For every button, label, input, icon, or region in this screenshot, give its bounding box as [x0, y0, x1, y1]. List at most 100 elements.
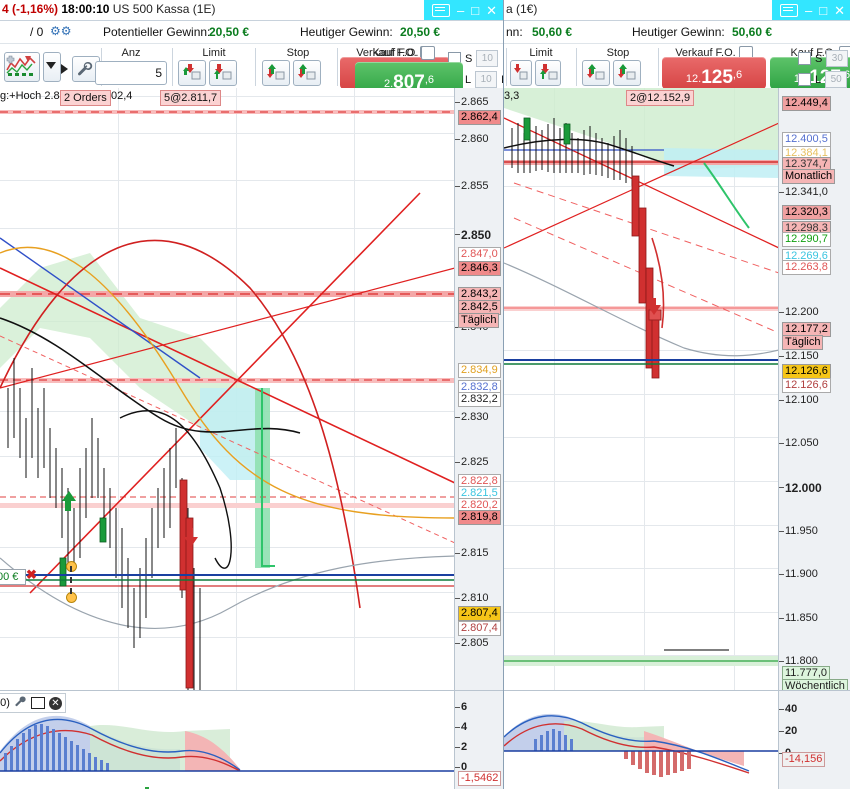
axis-tickmark	[455, 462, 460, 463]
axis-price-label[interactable]: Monatlich	[782, 169, 836, 184]
stop-points-input[interactable]: 10	[476, 50, 499, 67]
expand-right-icon[interactable]	[61, 64, 69, 77]
stop-sell-button-right[interactable]	[582, 60, 610, 86]
axis-tickmark	[779, 661, 784, 662]
quantity-input[interactable]: 5	[95, 61, 167, 85]
axis-tickmark	[455, 234, 460, 235]
limit-points-input-right[interactable]: 50	[825, 71, 848, 88]
maximize-button[interactable]: □	[819, 2, 828, 18]
keyboard-icon[interactable]	[432, 3, 450, 17]
axis-price-label[interactable]: Täglich	[458, 313, 500, 328]
limit-checkbox-right[interactable]	[798, 73, 811, 86]
axis-tickmark	[455, 186, 460, 187]
indicator-axis-right[interactable]: 40200 -14,156	[778, 690, 850, 789]
minimize-button[interactable]: –	[457, 2, 465, 18]
position-badge-left[interactable]: 5@2.811,7	[160, 90, 222, 106]
axis-price-label[interactable]: 11.777,0	[782, 666, 831, 681]
price-chart-right[interactable]: 3,3 2@12.152,9 12.341,0 12.200 12.150 12.10…	[504, 88, 850, 694]
stop-sell-button[interactable]	[262, 60, 290, 86]
stop-buy-button[interactable]	[293, 60, 321, 86]
chevron-down-icon[interactable]	[43, 52, 61, 82]
axis-price-label[interactable]: 2.832,2	[458, 392, 501, 407]
axis-tick-label: 12.100	[785, 394, 819, 406]
minimize-button[interactable]: –	[805, 2, 813, 18]
axis-tickmark	[455, 327, 460, 328]
add-indicator-icon[interactable]	[4, 52, 40, 82]
price-axis-right[interactable]: 12.341,0 12.200 12.150 12.100 12.050 12.000 11…	[778, 88, 850, 694]
axis-price-label[interactable]: 2.834,9	[458, 363, 501, 378]
indicator-tick-label: 4	[461, 721, 468, 733]
indicator-value-left: -1,5462	[458, 771, 502, 786]
gear-icon[interactable]: ⚙⚙	[50, 24, 72, 38]
price-chart-left[interactable]: 00 € ✖ g:+Hoch 2.842 Tief 2.802,4 2 Orde…	[0, 88, 503, 690]
axis-price-label[interactable]: 2.862,4	[458, 110, 501, 125]
axis-tickmark	[455, 139, 460, 140]
stop-buy-button-right[interactable]	[613, 60, 641, 86]
axis-price-label[interactable]: 12.263,8	[782, 260, 831, 275]
stop-checkbox-right[interactable]	[798, 52, 811, 65]
axis-tick-label: 2.865	[461, 96, 489, 108]
indicator-pane-right[interactable]: 40200 -14,156	[504, 690, 850, 789]
maximize-button[interactable]: □	[471, 2, 480, 18]
limit-sell-button-right[interactable]	[510, 60, 532, 86]
limit-buy-button[interactable]	[209, 60, 237, 86]
info-icon[interactable]: i	[421, 46, 436, 61]
axis-price-label[interactable]: 12.126,6	[782, 364, 831, 379]
close-button[interactable]: ✕	[834, 2, 845, 18]
axis-price-label[interactable]: 2.842,5	[458, 300, 501, 315]
axis-tickmark	[455, 598, 460, 599]
axis-price-label[interactable]: 2.847,0	[458, 247, 501, 262]
axis-price-label[interactable]: 2.807,4	[458, 621, 501, 636]
axis-tickmark	[455, 727, 460, 728]
sell-price-button-right[interactable]: 12. 125 ,6	[662, 57, 766, 89]
indicator-axis-left[interactable]: 6 4 2 0 -1,5462	[454, 690, 503, 789]
close-icon[interactable]: ✕	[48, 696, 62, 710]
indicator-tick-label: 2	[461, 741, 468, 753]
info-row-right: nn: 50,60 € Heutiger Gewinn: 50,60 €	[504, 21, 850, 44]
limit-sell-button[interactable]	[178, 60, 206, 86]
potential-gain-value-right: 50,60 €	[532, 25, 573, 39]
price-plot-right[interactable]: 3,3 2@12.152,9	[504, 88, 779, 690]
stop-points-input-right[interactable]: 30	[826, 50, 849, 67]
window-icon[interactable]	[30, 697, 45, 709]
axis-tick-label: 2.825	[461, 456, 489, 468]
axis-price-label[interactable]: 12.126,6	[782, 378, 831, 393]
close-order-icon[interactable]: ✖	[26, 567, 37, 582]
axis-tick-label: 12.000	[785, 481, 822, 495]
sell-label-right: Verkauf F.O.	[675, 47, 736, 59]
indicator-pane-left[interactable]: nd indikator 3 Orders ,9 60) ✕ 6 4 2 0 -1,5…	[0, 690, 503, 789]
quantity-label: Anz	[121, 47, 141, 59]
today-gain-label: Heutiger Gewinn:	[300, 25, 393, 39]
axis-price-label[interactable]: 2.832,8	[458, 380, 501, 395]
wrench-icon[interactable]	[14, 695, 27, 711]
axis-tick-label: 11.800	[785, 655, 818, 667]
limit-points-input[interactable]: 10	[475, 71, 498, 88]
limit-buy-button-right[interactable]	[535, 60, 561, 86]
axis-price-label[interactable]: 12.320,3	[782, 205, 831, 220]
indicator-plot-left[interactable]: nd indikator 3 Orders ,9 60) ✕	[0, 690, 455, 789]
axis-price-label[interactable]: 2.843,2	[458, 287, 501, 302]
axis-price-label[interactable]: 12.449,4	[782, 96, 831, 111]
price-plot-left[interactable]: 00 € ✖ g:+Hoch 2.842 Tief 2.802,4 2 Orde…	[0, 88, 455, 690]
axis-price-label[interactable]: Täglich	[782, 335, 824, 350]
price-axis-left[interactable]: 2.8652.8602.8552.8502.8402.8302.8252.815…	[454, 88, 503, 690]
axis-tick-label: 2.810	[461, 592, 489, 604]
close-button[interactable]: ✕	[486, 2, 497, 18]
axis-tickmark	[779, 312, 784, 313]
axis-price-label[interactable]: 12.400,5	[782, 132, 831, 147]
axis-price-label[interactable]: 2.807,4	[458, 606, 501, 621]
indicator-plot-right[interactable]	[504, 690, 779, 789]
orders-badge-left[interactable]: 2 Orders	[60, 90, 111, 106]
axis-price-label[interactable]: 2.819,8	[458, 510, 501, 525]
axis-price-label[interactable]: 12.290,7	[782, 232, 831, 247]
keyboard-icon[interactable]	[780, 3, 798, 17]
indicator-controls-left[interactable]: 60) ✕	[0, 693, 66, 713]
axis-tick-label: 12.150	[785, 350, 819, 362]
axis-tick-label: 2.860	[461, 133, 489, 145]
axis-tickmark	[779, 192, 784, 193]
axis-tick-label: 11.900	[785, 568, 818, 580]
order-value-label[interactable]: 00 €	[0, 569, 26, 585]
position-badge-right[interactable]: 2@12.152,9	[626, 90, 695, 106]
axis-price-label[interactable]: 2.846,3	[458, 261, 501, 276]
